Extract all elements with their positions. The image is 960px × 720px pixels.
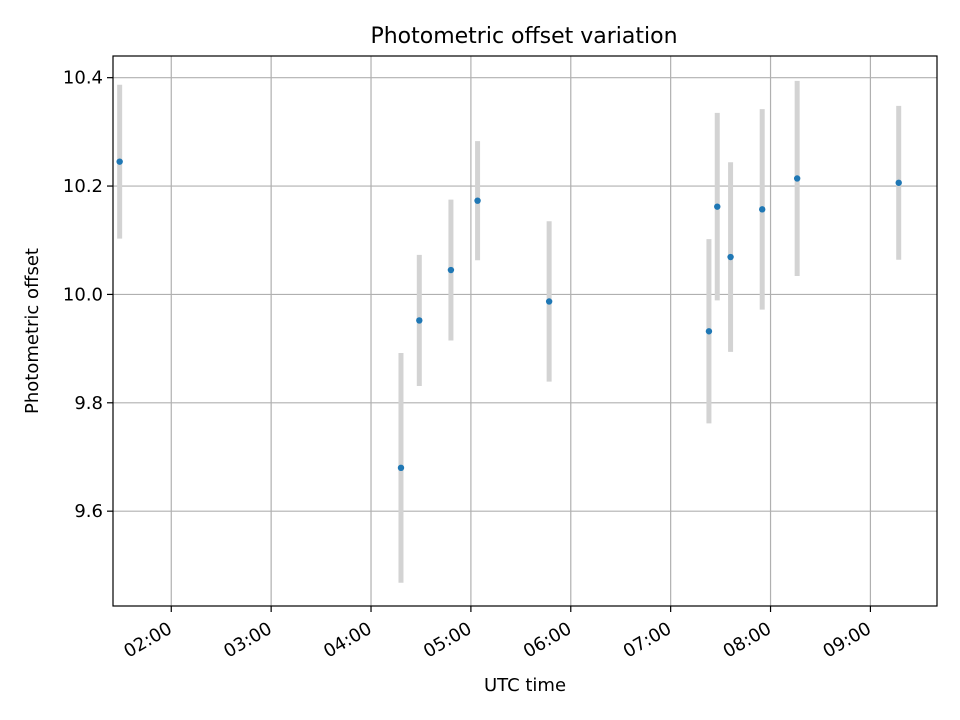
x-tick-label: 04:00 bbox=[320, 618, 375, 662]
y-tick-label: 10.4 bbox=[63, 68, 103, 89]
plot-frame bbox=[112, 55, 938, 607]
x-tick-label: 03:00 bbox=[220, 618, 275, 662]
y-axis-ticks: 9.6 9.8 10.0 10.2 10.4 bbox=[63, 68, 113, 522]
data-point bbox=[545, 298, 553, 305]
data-point bbox=[759, 206, 766, 213]
x-tick-label: 09:00 bbox=[819, 618, 874, 662]
data-point bbox=[727, 253, 734, 261]
error-bars bbox=[117, 80, 902, 583]
y-tick-label: 9.6 bbox=[74, 501, 103, 522]
data-point bbox=[416, 317, 423, 324]
data-point bbox=[397, 464, 405, 472]
y-tick-label: 10.2 bbox=[63, 176, 103, 197]
x-axis-label: UTC time bbox=[484, 675, 566, 696]
x-axis-ticks: 02:00 03:00 04:00 05:00 06:00 07:00 08:00 09:00 bbox=[120, 606, 875, 662]
x-tick-label: 02:00 bbox=[120, 618, 175, 662]
data-point bbox=[793, 175, 801, 182]
y-tick-label: 9.8 bbox=[74, 393, 103, 414]
x-tick-label: 08:00 bbox=[720, 618, 775, 662]
data-point bbox=[447, 266, 455, 274]
y-tick-label: 10.0 bbox=[63, 284, 103, 305]
data-point bbox=[895, 179, 902, 186]
data-point bbox=[714, 203, 721, 210]
chart-title: Photometric offset variation bbox=[370, 24, 677, 49]
grid bbox=[113, 56, 937, 606]
data-point bbox=[705, 328, 713, 335]
data-point bbox=[474, 197, 481, 204]
x-tick-label: 07:00 bbox=[620, 618, 675, 662]
x-tick-label: 05:00 bbox=[420, 618, 475, 662]
y-axis-label: Photometric offset bbox=[22, 248, 43, 414]
data-point bbox=[116, 158, 123, 165]
data-points bbox=[116, 158, 902, 472]
x-tick-label: 06:00 bbox=[520, 618, 575, 662]
